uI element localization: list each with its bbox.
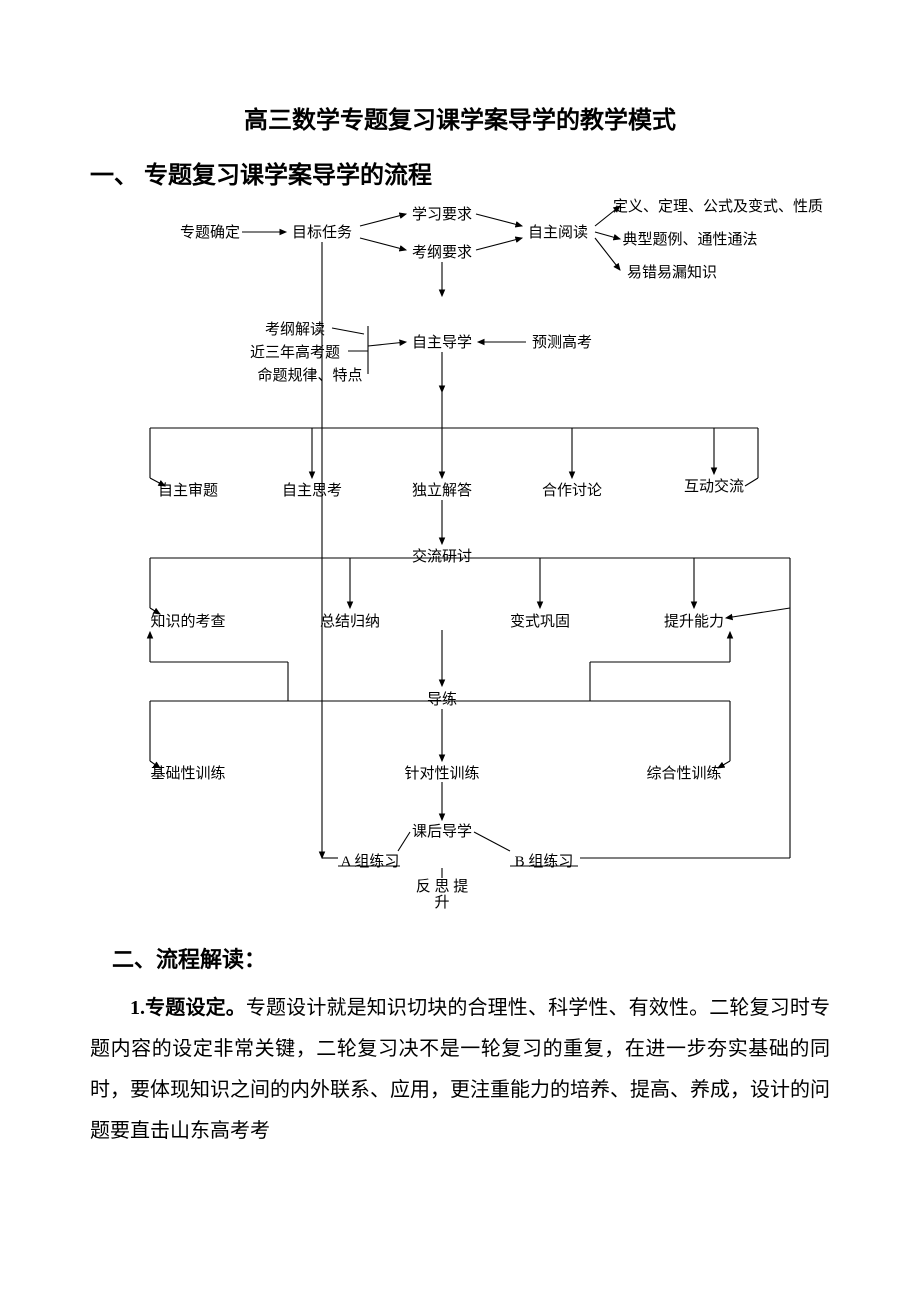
flow-node: 自主审题	[158, 482, 218, 499]
flow-node: 导练	[427, 691, 457, 708]
flow-node: A 组练习	[341, 853, 400, 870]
paragraph-1: 1.专题设定。专题设计就是知识切块的合理性、科学性、有效性。二轮复习时专题内容的…	[90, 988, 830, 1152]
flow-node: 总结归纳	[320, 613, 380, 630]
flow-node: 考纲解读	[265, 321, 325, 338]
flowchart: 专题确定 目标任务 学习要求考纲要求 自主阅读 定义、定理、公式及变式、性质典型题例、通…	[90, 196, 830, 916]
section2-heading: 二、流程解读：	[90, 942, 830, 974]
flow-node: 考纲要求	[412, 244, 472, 261]
flow-node: 学习要求	[412, 206, 472, 223]
flow-node: 易错易漏知识	[627, 264, 717, 281]
flow-node: 知识的考查	[150, 613, 225, 630]
flow-node: 独立解答	[412, 482, 472, 499]
flow-node: 近三年高考题	[250, 344, 340, 361]
flow-node: 目标任务	[292, 224, 352, 241]
flow-node: 变式巩固	[510, 613, 570, 630]
flow-node: 合作讨论	[542, 482, 602, 499]
flow-node: 针对性训练	[404, 765, 479, 782]
flow-node: 预测高考	[532, 334, 592, 351]
flow-node: 综合性训练	[646, 765, 721, 782]
flow-node: 反 思 提	[416, 878, 469, 895]
flow-node: 基础性训练	[150, 765, 225, 782]
flow-node: 自主思考	[282, 482, 342, 499]
flow-node: 专题确定	[180, 224, 240, 241]
para-lead: 1.专题设定。	[130, 997, 246, 1019]
page-title: 高三数学专题复习课学案导学的教学模式	[90, 100, 830, 135]
flow-node: 定义、定理、公式及变式、性质	[613, 198, 823, 215]
flow-node: 交流研讨	[412, 547, 472, 565]
flow-node: 自主导学	[412, 334, 472, 351]
flow-node: B 组练习	[515, 853, 574, 870]
flow-node: 互动交流	[684, 477, 744, 495]
document-page: 高三数学专题复习课学案导学的教学模式 一、 专题复习课学案导学的流程 专题确定 目…	[0, 0, 920, 1212]
flow-node: 典型题例、通性通法	[622, 231, 757, 248]
section1-heading: 一、 专题复习课学案导学的流程	[90, 155, 830, 190]
flow-node: 提升能力	[664, 613, 724, 630]
flow-node: 自主阅读	[528, 224, 588, 241]
flow-node: 升	[434, 894, 449, 911]
flow-node: 命题规律、特点	[257, 366, 362, 384]
flow-node: 课后导学	[412, 823, 472, 840]
